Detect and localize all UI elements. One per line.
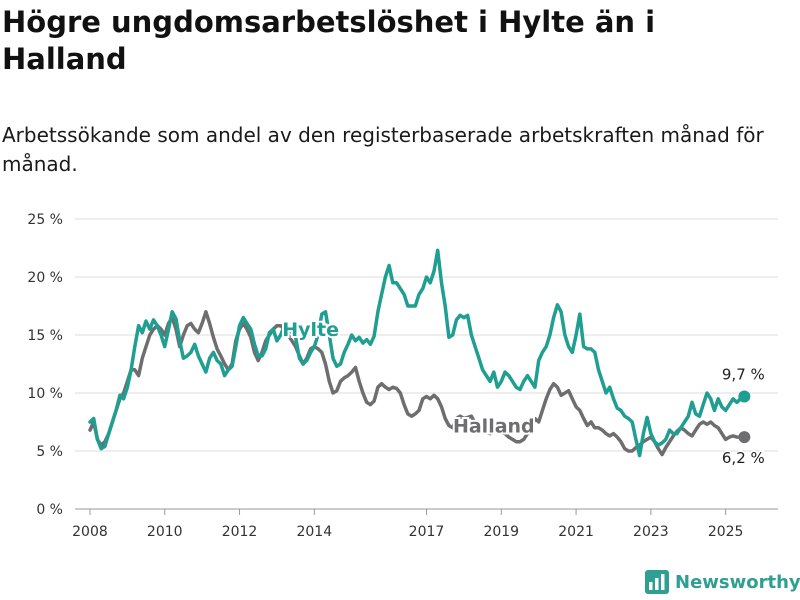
bar-chart-logo-icon [645, 570, 669, 594]
series-labels: Hylte Halland 9,7 % 6,2 % [280, 317, 766, 468]
x-tick-label: 2010 [147, 524, 183, 540]
chart-subtitle: Arbetssökande som andel av den registerb… [2, 123, 764, 176]
y-tick-label: 15 % [27, 328, 63, 344]
chart-title: Högre ungdomsarbetslöshet i Hylte än i H… [2, 5, 656, 76]
y-tick-label: 10 % [27, 386, 63, 402]
y-tick-label: 20 % [27, 270, 63, 286]
end-point-halland [738, 431, 751, 444]
y-tick-label: 0 % [36, 502, 63, 518]
brand-name: Newsworthy [675, 571, 800, 593]
end-value-label-hylte: 9,7 % [722, 365, 765, 383]
series-line-hylte [88, 248, 747, 458]
x-axis: 2008 2010 2012 2014 2017 2019 2021 2023 2025 [72, 509, 743, 540]
series-name-halland: Halland [453, 415, 535, 437]
x-tick-label: 2023 [633, 524, 669, 540]
x-tick-label: 2021 [558, 524, 594, 540]
series-line-halland [88, 310, 747, 457]
end-value-label-halland: 6,2 % [722, 449, 765, 467]
x-tick-label: 2008 [72, 524, 108, 540]
series-lines [88, 248, 751, 458]
newsworthy-brand: Newsworthy [645, 570, 800, 594]
end-point-hylte [738, 390, 751, 403]
x-tick-label: 2025 [708, 524, 744, 540]
y-tick-label: 5 % [36, 444, 63, 460]
x-tick-label: 2012 [222, 524, 258, 540]
x-tick-label: 2014 [296, 524, 332, 540]
y-tick-label: 25 % [27, 212, 63, 228]
x-tick-label: 2019 [483, 524, 519, 540]
x-tick-label: 2017 [409, 524, 445, 540]
series-name-hylte: Hylte [282, 319, 339, 341]
